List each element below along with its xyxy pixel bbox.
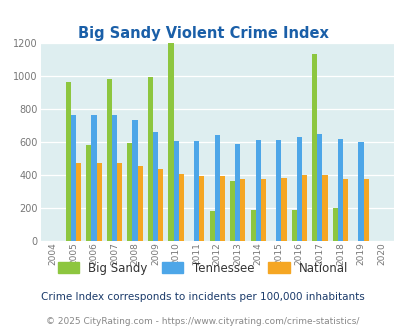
Bar	[311, 54, 317, 241]
Bar	[199, 176, 204, 241]
Bar	[137, 166, 143, 241]
Bar	[107, 79, 112, 241]
Text: © 2025 CityRating.com - https://www.cityrating.com/crime-statistics/: © 2025 CityRating.com - https://www.city…	[46, 317, 359, 326]
Bar	[255, 140, 260, 241]
Bar	[132, 120, 137, 241]
Bar	[301, 176, 306, 241]
Bar	[112, 115, 117, 241]
Bar	[275, 140, 281, 241]
Bar	[158, 169, 163, 241]
Bar	[214, 135, 219, 241]
Bar	[291, 210, 296, 241]
Bar	[342, 179, 347, 241]
Bar	[230, 182, 234, 241]
Bar	[250, 210, 255, 241]
Bar	[168, 43, 173, 241]
Bar	[322, 176, 327, 241]
Bar	[66, 82, 71, 241]
Bar	[240, 179, 245, 241]
Bar	[153, 132, 158, 241]
Bar	[91, 115, 96, 241]
Bar	[71, 115, 76, 241]
Text: Crime Index corresponds to incidents per 100,000 inhabitants: Crime Index corresponds to incidents per…	[41, 292, 364, 302]
Bar	[173, 141, 178, 241]
Bar	[317, 134, 322, 241]
Bar	[117, 163, 122, 241]
Bar	[209, 211, 214, 241]
Bar	[332, 208, 337, 241]
Bar	[96, 163, 101, 241]
Bar	[147, 77, 153, 241]
Bar	[362, 179, 368, 241]
Bar	[260, 179, 265, 241]
Bar	[127, 143, 132, 241]
Bar	[86, 145, 91, 241]
Bar	[296, 137, 301, 241]
Bar	[76, 163, 81, 241]
Bar	[337, 139, 342, 241]
Bar	[358, 142, 362, 241]
Bar	[219, 176, 224, 241]
Text: Big Sandy Violent Crime Index: Big Sandy Violent Crime Index	[77, 26, 328, 41]
Bar	[194, 141, 199, 241]
Bar	[234, 144, 240, 241]
Legend: Big Sandy, Tennessee, National: Big Sandy, Tennessee, National	[58, 262, 347, 275]
Bar	[178, 174, 183, 241]
Bar	[281, 178, 286, 241]
